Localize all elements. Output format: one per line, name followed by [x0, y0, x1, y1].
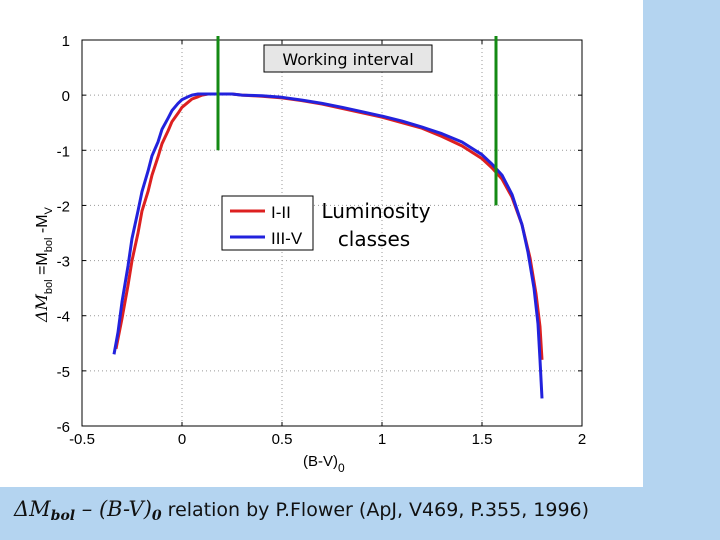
y-tick-label: -2	[57, 198, 70, 215]
y-axis-label-delta: ΔM	[32, 293, 51, 323]
series-group	[112, 92, 544, 399]
y-tick-label: -3	[57, 254, 70, 271]
x-tick-label: -0.5	[69, 431, 95, 448]
x-axis-label: (B-V)0	[303, 453, 345, 475]
x-tick-label: 2	[578, 431, 586, 448]
axes-frame	[81, 39, 583, 427]
luminosity-label: Luminosity	[321, 199, 430, 223]
x-tick-label: 1.5	[472, 431, 493, 448]
y-tick-label: -6	[57, 419, 70, 436]
y-tick-label: 1	[62, 33, 70, 50]
working-interval-box	[263, 44, 433, 73]
legend-box	[221, 195, 314, 251]
y-axis-label: ΔMbol =Mbol -MV	[32, 206, 55, 323]
legend-label-i-ii: I-II	[271, 203, 291, 222]
x-tick-label: 1	[378, 431, 386, 448]
y-tick-label: -5	[57, 364, 70, 381]
y-tick-label: -4	[57, 309, 70, 326]
y-tick-label: -1	[57, 143, 70, 160]
y-tick-label: 0	[62, 88, 70, 105]
x-tick-label: 0	[178, 431, 186, 448]
caption-bol-sub: bol	[50, 508, 76, 524]
x-axis-label-main: (B-V)	[303, 453, 338, 470]
y-axis-label-minus: -M	[34, 214, 51, 237]
working-interval-lines	[216, 36, 498, 206]
caption-delta-m: ΔM	[14, 497, 51, 521]
plot-panel	[0, 0, 643, 487]
caption-bv: – (B-V)	[75, 497, 152, 521]
slide-caption: ΔMbol – (B-V)0 relation by P.Flower (ApJ,…	[14, 497, 714, 531]
caption-zero-sub: 0	[151, 508, 162, 524]
ticks: -0.5 0 0.5 1 1.5 2 1 0 -1 -2 -3 -4 -5 -6	[57, 33, 587, 448]
x-tick-label: 0.5	[272, 431, 293, 448]
working-interval-label: Working interval	[282, 50, 413, 69]
series-line-i-ii	[114, 92, 544, 360]
y-axis-label-bol1: bol	[43, 279, 55, 294]
y-axis-label-v: V	[43, 206, 55, 214]
legend-label-iii-v: III-V	[271, 229, 303, 248]
caption-rest: relation by P.Flower (ApJ, V469, P.355, …	[167, 499, 590, 521]
y-axis-label-bol2: bol	[43, 238, 55, 253]
x-axis-label-sub: 0	[338, 461, 345, 475]
series-line-iii-v	[112, 92, 544, 399]
y-axis-label-eq: =M	[34, 252, 51, 279]
grid	[82, 40, 582, 426]
classes-label: classes	[338, 227, 410, 251]
